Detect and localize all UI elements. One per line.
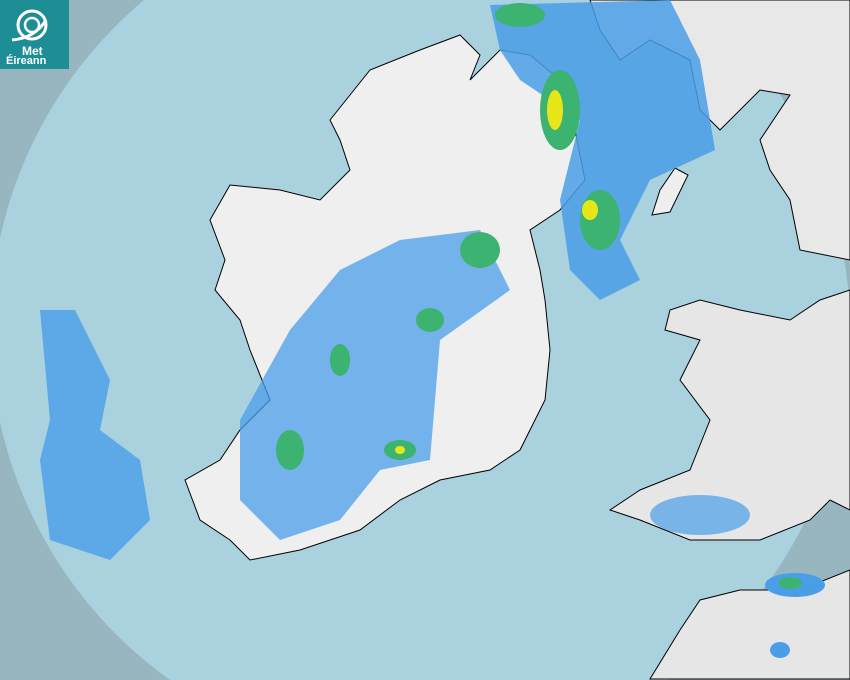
land-wales-england bbox=[608, 289, 850, 541]
rain-echo bbox=[460, 232, 500, 268]
rain-echo bbox=[495, 3, 545, 27]
swirl-logo-icon bbox=[11, 9, 48, 42]
logo-text-met: Met bbox=[22, 44, 43, 58]
rain-echo bbox=[395, 446, 405, 454]
rain-echo bbox=[416, 308, 444, 332]
rain-echo bbox=[330, 344, 350, 376]
rain-echo bbox=[276, 430, 304, 470]
rain-echo bbox=[580, 190, 620, 250]
rain-echoes bbox=[40, 0, 825, 658]
land-isle-of-man bbox=[651, 167, 689, 216]
logo-text-eireann: Éireann bbox=[6, 55, 47, 67]
rain-echo bbox=[240, 230, 510, 540]
rain-echo bbox=[778, 577, 802, 589]
rain-echo bbox=[770, 642, 790, 658]
rain-echo bbox=[40, 310, 150, 560]
rain-echo bbox=[650, 495, 750, 535]
met-eireann-logo: Met Éireann bbox=[0, 0, 69, 69]
rain-echo bbox=[582, 200, 598, 220]
rain-echo bbox=[490, 0, 715, 300]
rain-echo bbox=[547, 90, 563, 130]
